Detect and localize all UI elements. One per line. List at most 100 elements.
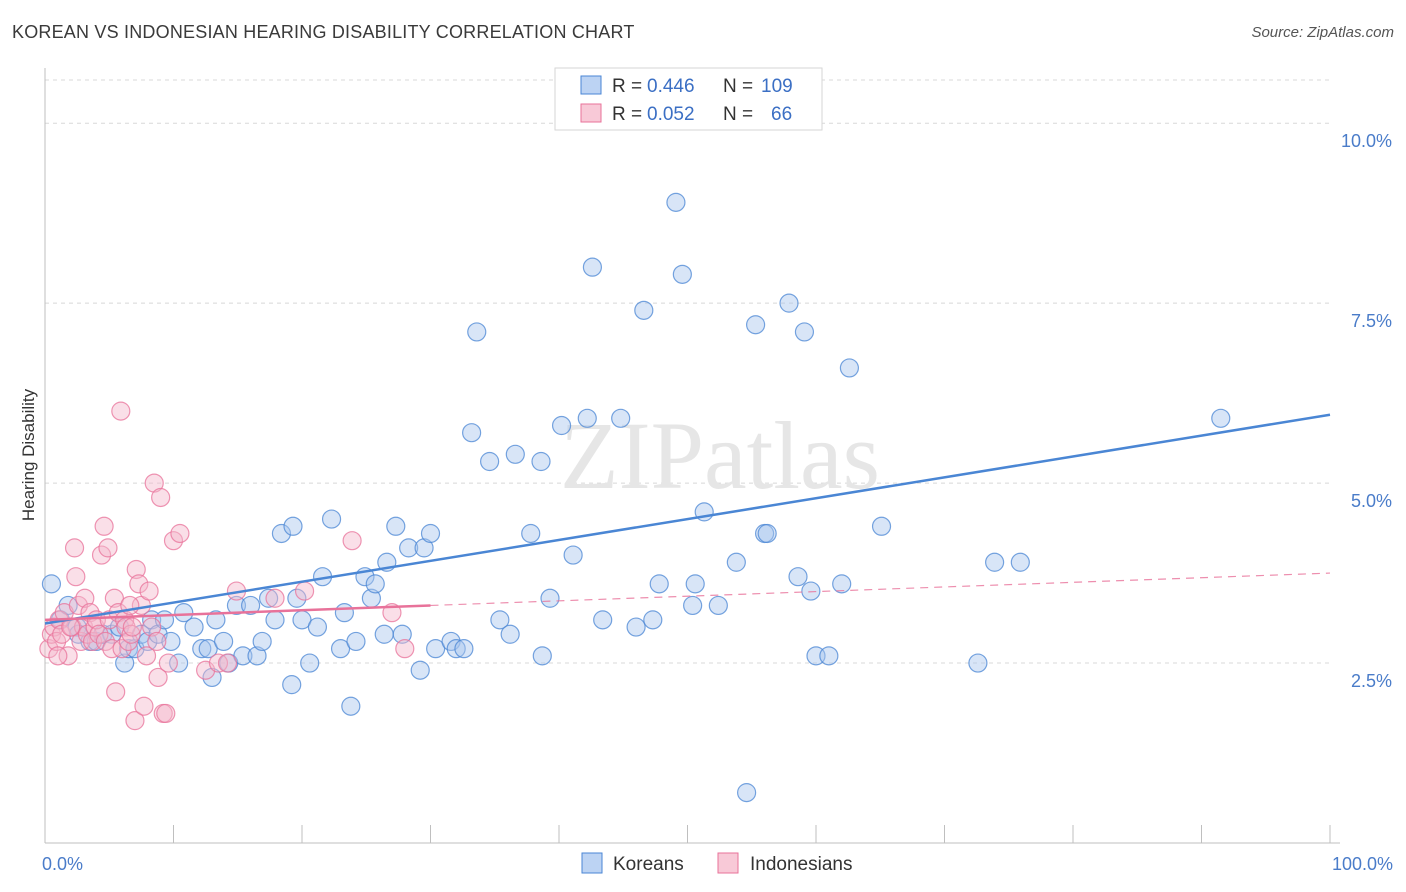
indonesian-point	[111, 401, 131, 421]
korean-point	[265, 610, 285, 630]
korean-point	[247, 646, 267, 666]
indonesian-point	[158, 653, 178, 673]
korean-point	[386, 516, 406, 536]
korean-point	[801, 581, 821, 601]
indonesian-point	[342, 531, 362, 551]
korean-point	[540, 588, 560, 608]
korean-point	[611, 408, 631, 428]
korean-point	[666, 192, 686, 212]
korean-point	[365, 574, 385, 594]
korean-point	[672, 264, 692, 284]
korean-trend-line	[44, 413, 1331, 625]
korean-point	[871, 516, 892, 536]
korean-point	[446, 639, 466, 659]
korean-point	[839, 358, 860, 378]
korean-point	[643, 610, 663, 630]
korean-point	[399, 538, 419, 558]
legend-swatch-koreans	[580, 75, 602, 95]
korean-point	[414, 538, 434, 558]
korean-point	[287, 588, 307, 608]
y-tick-label: 2.5%	[1351, 671, 1392, 691]
legend-n-label: N =	[723, 76, 753, 97]
indonesian-point	[94, 516, 114, 536]
legend-n-label: N =	[723, 104, 753, 125]
indonesian-point	[395, 639, 415, 659]
indonesian-point	[48, 646, 68, 666]
indonesian-point	[136, 646, 157, 666]
indonesian-point	[89, 624, 109, 644]
legend-swatch-indonesians	[580, 103, 602, 123]
axes	[44, 68, 1340, 844]
korean-point	[1010, 552, 1030, 572]
indonesian-point	[139, 581, 159, 601]
y-axis-title: Hearing Disability	[19, 388, 38, 521]
y-tick-label: 5.0%	[1351, 491, 1392, 511]
y-tick-labels: 2.5% 5.0% 7.5% 10.0%	[1341, 131, 1392, 691]
korean-point	[118, 639, 139, 659]
source-credit: Source: ZipAtlas.com	[1251, 24, 1394, 41]
korean-point	[685, 574, 705, 594]
korean-point	[779, 293, 799, 313]
korean-point	[467, 322, 487, 342]
korean-point	[532, 646, 552, 666]
korean-point	[226, 595, 247, 616]
korean-point	[420, 523, 441, 544]
legend-r-value: 0.052	[647, 104, 695, 125]
indonesian-point	[156, 703, 176, 724]
indonesian-point	[112, 639, 132, 659]
indonesian-point	[122, 617, 142, 637]
legend-r-value: 0.446	[647, 76, 695, 97]
korean-points	[41, 192, 1231, 803]
korean-point	[161, 631, 181, 652]
indonesian-point	[58, 646, 78, 666]
korean-point	[500, 624, 520, 644]
legend-n-value: 109	[761, 76, 793, 97]
x-tick-labels: 0.0% 100.0%	[42, 854, 1393, 874]
indonesian-point	[151, 487, 171, 508]
indonesian-point	[64, 538, 85, 558]
korean-point	[321, 509, 342, 529]
korean-point	[746, 315, 766, 335]
indonesian-point	[134, 696, 154, 716]
korean-point	[174, 603, 194, 623]
korean-point	[626, 617, 646, 637]
legend-r-label: R =	[612, 76, 642, 97]
grid-lines	[45, 79, 1330, 664]
indonesian-point	[144, 473, 164, 493]
indonesian-point	[294, 581, 315, 601]
top-legend: R = 0.446 N = 109 R = 0.052 N = 66	[554, 67, 823, 131]
korean-point	[1211, 408, 1231, 428]
korean-point	[241, 595, 261, 616]
korean-point	[968, 653, 988, 673]
indonesian-trend-line	[44, 604, 431, 622]
korean-point	[202, 667, 222, 688]
korean-point	[271, 523, 292, 544]
korean-point	[819, 646, 839, 666]
indonesian-trend-extension	[430, 572, 1331, 607]
korean-point	[410, 660, 430, 680]
indonesian-point	[265, 588, 285, 608]
korean-point	[115, 653, 135, 673]
chart-title: KOREAN VS INDONESIAN HEARING DISABILITY …	[12, 22, 635, 42]
korean-point	[41, 574, 62, 594]
korean-point	[593, 610, 613, 630]
korean-point	[300, 653, 320, 673]
korean-point	[649, 574, 669, 594]
korean-point	[346, 631, 366, 652]
indonesian-point	[95, 631, 115, 652]
indonesian-point	[125, 711, 145, 731]
bottom-legend-swatch-indonesians	[717, 852, 739, 874]
indonesian-point	[129, 574, 149, 594]
korean-point	[462, 423, 482, 443]
korean-point	[531, 451, 551, 472]
korean-point	[737, 783, 757, 803]
korean-point	[683, 595, 703, 616]
korean-point	[577, 408, 597, 428]
indonesian-point	[68, 595, 89, 616]
indonesian-points	[39, 401, 415, 731]
korean-point	[426, 639, 446, 659]
korean-point	[283, 516, 303, 536]
korean-point	[563, 545, 583, 565]
korean-point	[788, 567, 808, 587]
indonesian-point	[118, 631, 139, 652]
